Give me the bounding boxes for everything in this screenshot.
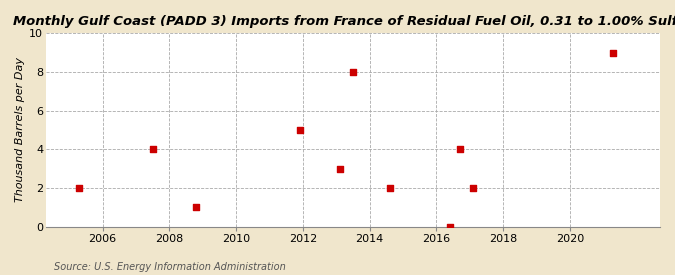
Title: Monthly Gulf Coast (PADD 3) Imports from France of Residual Fuel Oil, 0.31 to 1.: Monthly Gulf Coast (PADD 3) Imports from… bbox=[13, 15, 675, 28]
Point bbox=[384, 186, 395, 190]
Text: Source: U.S. Energy Information Administration: Source: U.S. Energy Information Administ… bbox=[54, 262, 286, 272]
Point bbox=[294, 128, 305, 132]
Point bbox=[74, 186, 85, 190]
Point bbox=[191, 205, 202, 210]
Point bbox=[608, 50, 619, 55]
Point bbox=[147, 147, 158, 152]
Point bbox=[334, 166, 345, 171]
Point bbox=[444, 224, 455, 229]
Y-axis label: Thousand Barrels per Day: Thousand Barrels per Day bbox=[15, 57, 25, 202]
Point bbox=[348, 70, 358, 74]
Point bbox=[468, 186, 479, 190]
Point bbox=[454, 147, 465, 152]
